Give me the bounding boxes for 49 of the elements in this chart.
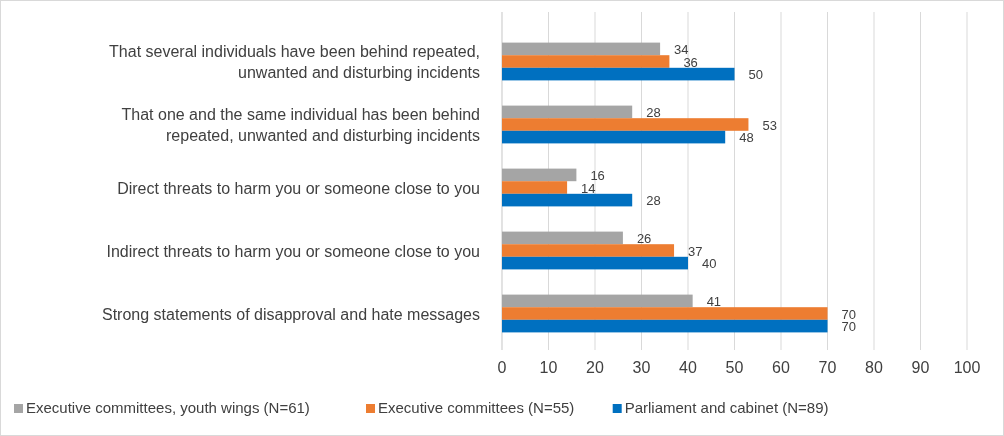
data-label: 28 — [646, 104, 661, 120]
data-label: 41 — [706, 293, 722, 309]
bar — [502, 319, 828, 333]
x-tick-label: 0 — [497, 359, 507, 376]
x-tick-label: 80 — [865, 359, 883, 376]
bar — [502, 181, 568, 194]
y-tick-label: That several individuals have been behind repeated, unwanted and disturbing incidents — [109, 43, 480, 81]
data-label: 26 — [636, 230, 652, 246]
data-label: 34 — [674, 41, 689, 57]
x-tick-label: 20 — [586, 359, 604, 376]
data-label: 16 — [590, 167, 605, 183]
bar — [502, 231, 623, 245]
x-tick-label: 50 — [725, 359, 744, 376]
x-tick-label: 40 — [679, 359, 697, 376]
data-label: 70 — [841, 306, 856, 322]
bar — [502, 105, 633, 119]
bar — [502, 307, 828, 320]
bar — [502, 42, 661, 56]
data-label: 36 — [683, 54, 698, 70]
legend-label: Executive committees (N=55) — [378, 399, 575, 416]
x-tick-label: 30 — [632, 359, 651, 376]
legend-label: Parliament and cabinet (N=89) — [624, 399, 829, 416]
bar — [502, 55, 670, 68]
bar — [502, 118, 749, 131]
y-tick-label: Indirect threats to harm you or someone close to you — [106, 242, 480, 260]
bar — [502, 67, 735, 81]
data-label: 53 — [762, 117, 777, 133]
x-tick-label: 70 — [818, 359, 837, 376]
bar — [502, 294, 693, 308]
bar — [502, 130, 726, 144]
data-label: 50 — [748, 67, 763, 83]
data-label: 14 — [581, 180, 596, 196]
bar — [502, 244, 675, 257]
x-tick-label: 10 — [539, 359, 558, 376]
bar — [502, 256, 688, 270]
bar — [502, 193, 633, 207]
data-label: 48 — [739, 130, 754, 146]
legend-label: Executive committees, youth wings (N=61) — [26, 399, 310, 416]
x-tick-label: 100 — [953, 359, 981, 376]
y-tick-label: Strong statements of disapproval and hate messages — [102, 305, 480, 323]
x-tick-label: 60 — [772, 359, 790, 376]
data-label: 37 — [688, 243, 703, 259]
y-tick-label: Direct threats to harm you or someone close to you — [117, 179, 480, 197]
bar — [502, 168, 577, 182]
data-label: 70 — [841, 319, 856, 335]
x-tick-label: 90 — [911, 359, 930, 376]
data-label: 28 — [646, 193, 661, 209]
data-label: 40 — [702, 256, 717, 272]
y-tick-label: That one and the same individual has been behind repeated, unwanted and disturbing incidents — [121, 106, 480, 144]
